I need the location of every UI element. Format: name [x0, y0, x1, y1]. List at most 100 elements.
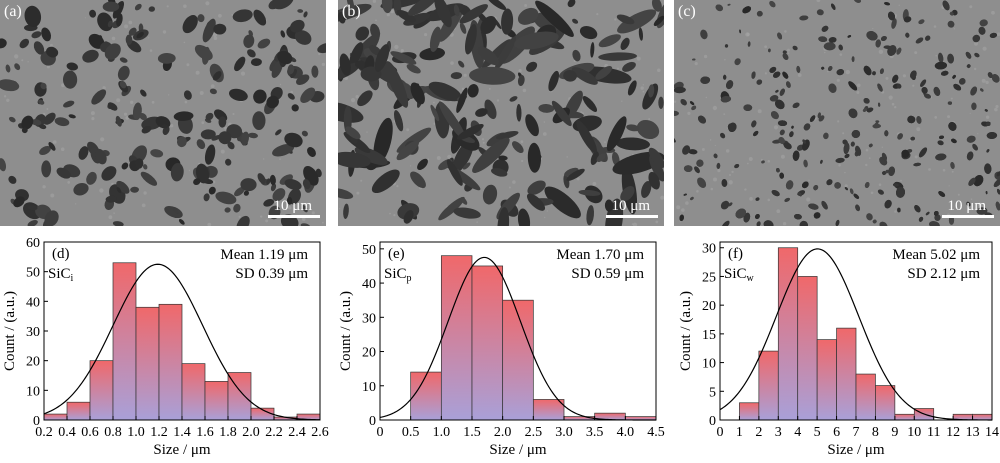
sem-pore: [853, 0, 861, 3]
sem-pore: [626, 124, 640, 132]
sem-pore: [116, 187, 122, 194]
fit-curve: [719, 248, 993, 421]
sem-pore: [280, 214, 299, 226]
sem-pore: [150, 149, 164, 158]
sem-pore: [406, 64, 421, 74]
sem-pore: [803, 159, 808, 168]
sem-pore: [821, 200, 828, 210]
sem-pore: [297, 9, 304, 13]
sem-pore: [615, 137, 650, 151]
sem-pore: [21, 127, 28, 134]
sem-pore: [881, 152, 887, 161]
sem-pore: [212, 71, 222, 81]
sem-pore: [393, 110, 404, 132]
sem-pore: [835, 219, 840, 226]
sem-pore: [338, 188, 354, 199]
sem-pore: [5, 64, 11, 73]
sem-pore: [119, 80, 127, 89]
sem-pore: [952, 74, 956, 79]
y-axis-label: Count / (a.u.): [2, 291, 18, 371]
sem-pore: [527, 180, 546, 195]
y-tick-label: 40: [26, 295, 40, 310]
sem-pore: [985, 191, 988, 195]
sem-pore: [756, 221, 761, 226]
sem-pore: [638, 27, 644, 41]
sem-pore: [370, 23, 381, 40]
x-tick-label: 2.4: [288, 425, 306, 440]
histogram-bar: [972, 413, 993, 421]
sem-pore: [751, 120, 757, 128]
sem-pore: [535, 0, 574, 37]
sem-pore: [794, 213, 802, 220]
sem-pore: [935, 153, 947, 161]
sem-pore: [456, 87, 468, 113]
sem-pore: [94, 148, 107, 165]
sem-pore: [572, 49, 581, 62]
histogram-e: 0 0.5 1.0 1.5 2.0 2.5 3.0 3.5 4.0 4.5 0 10 20 30 40 50 S…: [336, 230, 666, 463]
sem-pore: [966, 64, 971, 68]
x-tick-label: 1.0: [433, 425, 451, 440]
series-subscript: i: [71, 273, 74, 284]
sem-pore: [280, 30, 286, 38]
sem-pore: [863, 65, 872, 76]
sem-pore: [763, 220, 774, 226]
sem-pore: [694, 166, 700, 174]
sem-pore: [700, 29, 708, 40]
sem-pore: [916, 116, 922, 124]
sem-pore: [690, 101, 695, 105]
sem-pore: [0, 38, 7, 49]
sem-pore: [820, 159, 823, 164]
sem-pore: [783, 142, 792, 150]
sem-pore: [680, 99, 687, 106]
sem-pore: [482, 184, 498, 205]
sem-pore: [338, 151, 371, 168]
sem-pore: [739, 29, 741, 34]
sem-pore: [937, 140, 944, 146]
sem-pore: [509, 96, 518, 102]
sem-pore: [849, 188, 854, 195]
sem-pore: [620, 186, 635, 202]
sem-pore: [907, 115, 916, 124]
sem-pore: [0, 158, 7, 172]
sem-pore: [965, 51, 972, 59]
sem-pore: [885, 169, 889, 174]
sem-pore: [976, 207, 988, 215]
sem-pore: [195, 163, 210, 184]
sem-pore: [933, 86, 941, 96]
sem-pore: [303, 11, 308, 18]
sem-pore: [229, 88, 248, 102]
sem-pore: [579, 26, 598, 40]
sem-pore: [514, 31, 559, 50]
sem-pore: [823, 132, 829, 140]
histogram-bar: [158, 303, 183, 421]
sem-pore: [307, 147, 316, 157]
sem-pore: [697, 115, 707, 124]
sem-pore: [910, 136, 915, 141]
sem-pore: [884, 130, 889, 137]
sem-pore: [863, 97, 870, 104]
sem-pore: [517, 74, 525, 87]
sem-pore: [289, 19, 305, 33]
histogram-d: 0.2 0.4 0.6 0.8 1.0 1.2 1.4 1.6 1.8 2.0 2.2 2.4 2.6 0…: [0, 230, 330, 463]
sem-pore: [883, 1, 891, 6]
sem-pore: [121, 162, 129, 170]
sem-pore: [544, 186, 581, 219]
sem-pore: [438, 101, 467, 141]
sem-pore: [949, 11, 954, 16]
sem-pore: [176, 136, 187, 148]
sem-pore: [784, 197, 790, 202]
sem-pore: [236, 215, 250, 226]
sem-pore: [128, 27, 137, 36]
sem-pore: [227, 141, 235, 150]
sem-pore: [459, 4, 488, 24]
y-tick-label: 40: [362, 277, 376, 292]
sem-pore: [821, 25, 829, 32]
sem-pore: [590, 42, 595, 58]
sem-pore: [953, 83, 962, 91]
sem-pore: [73, 182, 89, 196]
x-tick-label: 2.6: [311, 425, 329, 440]
sem-pore: [868, 143, 873, 148]
sem-pore: [27, 205, 38, 211]
sem-pore: [875, 120, 880, 123]
sem-pore: [727, 3, 731, 6]
